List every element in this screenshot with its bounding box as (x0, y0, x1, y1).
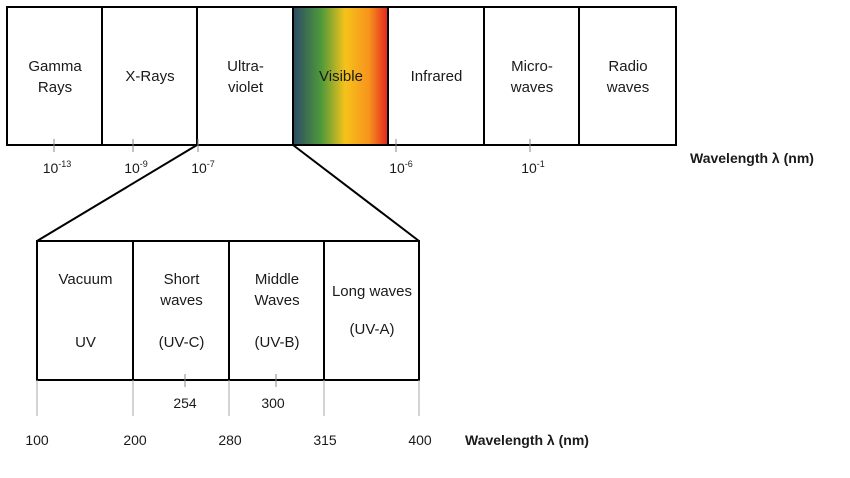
band-label-line2: waves (606, 78, 650, 96)
spectrum-axis-title: Wavelength λ (nm) (690, 150, 814, 166)
band-label-line1: Radio (608, 57, 648, 75)
tick-exponent: -1 (536, 159, 545, 169)
uv-band-long-waves: Long waves (UV-A) (325, 281, 419, 340)
spectrum-strip-border (6, 6, 677, 146)
uv-boundary-tick-label: 315 (313, 432, 337, 448)
tick-exponent: -9 (139, 159, 148, 169)
visible-band-fill (293, 7, 388, 145)
uv-band-line1: Short (163, 271, 200, 288)
band-infrared: Infrared (389, 8, 484, 145)
uv-band-line1: Vacuum (58, 271, 113, 288)
uv-band-line3: (UV-C) (158, 334, 205, 351)
band-x-rays: X-Rays (103, 8, 197, 145)
uv-band-short-waves: Short waves (UV-C) (134, 269, 229, 353)
uv-axis-title: Wavelength λ (nm) (465, 432, 589, 448)
tick-exponent: -7 (206, 159, 215, 169)
spectrum-tick-label: 10-9 (124, 159, 148, 176)
tick-base: 10 (124, 160, 140, 176)
band-visible: Visible (294, 8, 388, 145)
band-label-line2: violet (227, 78, 263, 96)
band-microwaves: Micro-waves (485, 8, 579, 145)
uv-boundary-tick-label: 400 (408, 432, 432, 448)
band-label-line1: Ultra- (227, 57, 264, 75)
spectrum-tick-label: 10-13 (42, 159, 72, 176)
uv-band-line1: Long waves (331, 283, 413, 300)
band-radio-waves: Radio waves (580, 8, 676, 145)
band-label-line1: Infrared (410, 68, 463, 85)
uv-inner-tick-label: 300 (261, 395, 285, 411)
band-label-line1: Micro- (511, 57, 553, 75)
band-label-line2: waves (510, 78, 554, 96)
uv-band-spacer (38, 290, 133, 311)
uv-boundary-tick-label: 100 (25, 432, 49, 448)
uv-band-line3: UV (75, 334, 96, 351)
spectrum-tick-label: 10-1 (521, 159, 545, 176)
uv-band-line2: waves (160, 292, 203, 309)
uv-band-line3: (UV-A) (349, 321, 395, 338)
uv-band-line2: Waves (254, 292, 300, 309)
zoom-line-right (292, 144, 420, 242)
tick-exponent: -13 (58, 159, 72, 169)
spectrum-tick-label: 10-7 (191, 159, 215, 176)
uv-band-line3: (UV-B) (254, 334, 300, 351)
uv-boundary-tick-label: 200 (123, 432, 147, 448)
uv-band-vacuum: Vacuum UV (38, 269, 133, 353)
uv-band-middle-waves: Middle Waves (UV-B) (230, 269, 324, 353)
band-label-line2: Rays (37, 78, 73, 96)
band-label-line1: Gamma (28, 57, 82, 75)
tick-base: 10 (521, 160, 537, 176)
band-gamma-rays: Gamma Rays (8, 8, 102, 145)
band-ultraviolet: Ultra-violet (198, 8, 293, 145)
uv-band-line1: Middle (254, 271, 300, 288)
uv-boundary-tick-label: 280 (218, 432, 242, 448)
tick-exponent: -6 (404, 159, 413, 169)
uv-inner-tick-label: 254 (173, 395, 197, 411)
tick-base: 10 (42, 160, 59, 176)
band-label-line1: Visible (319, 68, 363, 85)
tick-base: 10 (389, 160, 405, 176)
zoom-line-left (36, 144, 198, 242)
band-label-line1: X-Rays (125, 68, 175, 85)
tick-base: 10 (191, 160, 207, 176)
spectrum-tick-label: 10-6 (389, 159, 413, 176)
